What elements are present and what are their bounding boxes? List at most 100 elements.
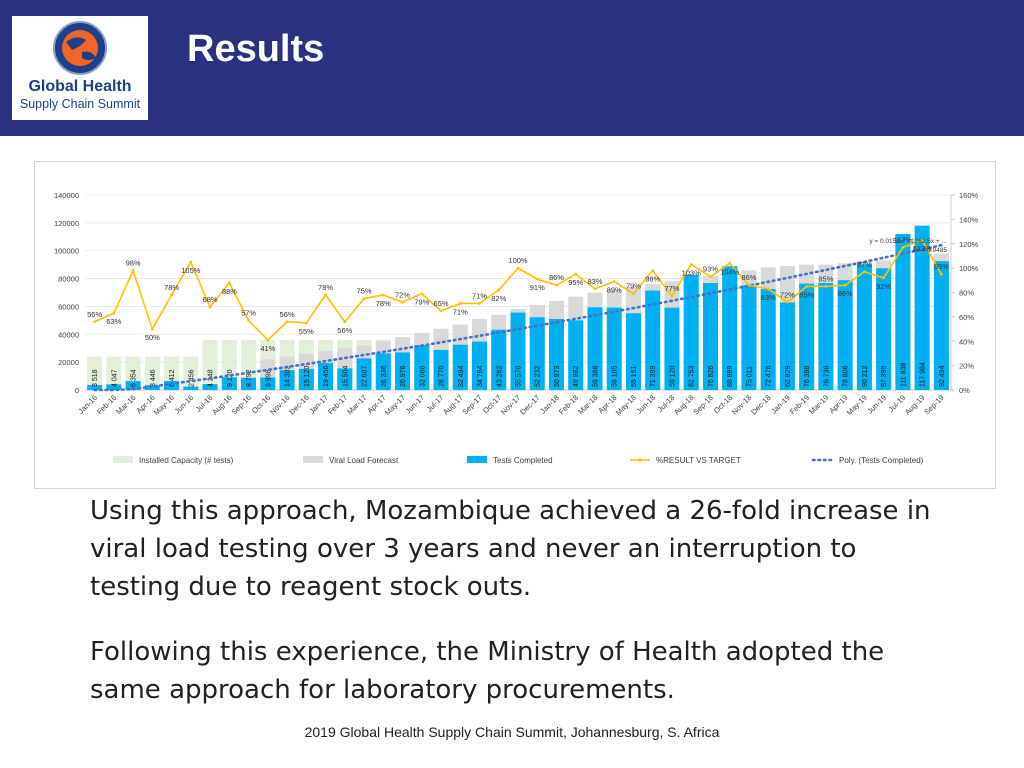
- x-axis-tick-label: Mar-16: [114, 393, 137, 416]
- percent-result-point: [266, 338, 270, 342]
- tests-completed-bar: [279, 370, 295, 390]
- tests-data-label: 76 736: [823, 365, 830, 387]
- x-axis-tick-label: Sep-17: [460, 393, 483, 416]
- percent-data-label: 78%: [376, 299, 391, 308]
- capacity-bar: [144, 356, 160, 390]
- percent-result-point: [343, 320, 347, 324]
- tests-completed-bar: [837, 280, 853, 390]
- percent-data-label: 82%: [491, 294, 506, 303]
- percent-result-point: [170, 293, 174, 297]
- tests-data-label: 49 982: [573, 365, 580, 387]
- percent-data-label: 86%: [741, 273, 756, 282]
- percent-result-point: [747, 283, 751, 287]
- tests-data-label: 3 446: [150, 369, 157, 387]
- right-axis-tick-label: 160%: [959, 191, 979, 200]
- percent-data-label: 57%: [241, 309, 256, 318]
- footer-text: 2019 Global Health Supply Chain Summit, …: [304, 724, 720, 740]
- tests-data-label: 4 047: [111, 369, 118, 387]
- tests-data-label: 72 478: [766, 365, 773, 387]
- percent-result-point: [651, 269, 655, 272]
- percent-data-label: 50%: [145, 333, 160, 342]
- tests-data-label: 19 456: [323, 365, 330, 387]
- tests-data-label: 32 088: [419, 365, 426, 387]
- left-axis-tick-label: 140000: [54, 191, 79, 200]
- percent-result-point: [478, 302, 481, 305]
- tests-completed-bar: [395, 352, 411, 390]
- page-title: Results: [187, 28, 325, 70]
- percent-result-point: [362, 297, 366, 300]
- combo-chart: 0 20000 40000 60000 80000 100000 120000 140000 0…: [54, 191, 979, 465]
- percent-result-point: [728, 261, 732, 265]
- tests-data-label: 76 398: [804, 365, 811, 387]
- tests-completed-bar: [529, 317, 545, 390]
- percent-data-label: 85%: [799, 290, 814, 299]
- tests-completed-bar: [664, 307, 680, 390]
- x-axis-tick-label: Feb-16: [95, 393, 118, 416]
- percent-result-point: [227, 281, 231, 285]
- left-axis-tick-label: 120000: [54, 219, 79, 228]
- percent-result-point: [593, 287, 597, 291]
- x-axis-tick-label: Sep-16: [230, 393, 253, 416]
- tests-data-label: 8 998: [265, 369, 272, 387]
- x-axis-tick-label: Nov-17: [499, 393, 522, 416]
- tests-data-label: 117 984: [920, 362, 927, 387]
- x-axis-tick-label: Mar-17: [345, 393, 368, 416]
- tests-data-label: 92 494: [939, 365, 946, 387]
- percent-result-point: [285, 320, 289, 324]
- percent-data-label: 105%: [181, 266, 201, 275]
- tests-data-label: 55 570: [516, 365, 523, 387]
- tests-data-label: 90 212: [862, 365, 869, 387]
- percent-result-point: [516, 266, 520, 270]
- x-axis-tick-label: May-19: [845, 393, 869, 417]
- left-axis-tick-label: 80000: [58, 275, 79, 284]
- tests-data-label: 9 120: [227, 369, 234, 387]
- summit-logo: Global Health Supply Chain Summit: [12, 16, 148, 120]
- tests-data-label: 3 518: [92, 369, 99, 387]
- tests-completed-bar: [645, 290, 661, 390]
- tests-data-label: 26 336: [381, 365, 388, 387]
- percent-data-label: 72%: [395, 290, 410, 299]
- tests-completed-bar: [337, 368, 353, 390]
- tests-data-label: 59 120: [669, 365, 676, 387]
- tests-completed-bar: [799, 283, 815, 390]
- x-axis-tick-label: May-17: [383, 393, 407, 417]
- tests-data-label: 59 388: [592, 365, 599, 387]
- tests-completed-bar: [548, 319, 564, 390]
- tests-data-label: 87 395: [881, 365, 888, 387]
- percent-result-point: [709, 275, 712, 279]
- percent-data-label: 79%: [414, 298, 429, 307]
- percent-data-label: 71%: [472, 291, 487, 300]
- legend-label: Poly. (Tests Completed): [839, 456, 924, 465]
- right-axis-tick-label: 60%: [959, 313, 974, 322]
- tests-data-label: 52 232: [535, 365, 542, 387]
- percent-result-point: [843, 283, 847, 287]
- percent-result-point: [420, 292, 424, 296]
- percent-data-label: 95%: [934, 262, 949, 271]
- right-axis-tick-label: 140%: [959, 215, 979, 224]
- percent-result-point: [497, 288, 501, 292]
- tests-data-label: 50 973: [554, 365, 561, 387]
- tests-data-label: 43 262: [496, 365, 503, 387]
- percent-result-point: [612, 280, 616, 283]
- percent-result-point: [574, 272, 578, 276]
- percent-data-label: 123%: [913, 244, 933, 253]
- tests-completed-bar: [760, 289, 776, 390]
- percent-result-point: [689, 263, 693, 266]
- tests-completed-bar: [895, 234, 911, 390]
- x-axis-tick-label: Nov-16: [268, 393, 291, 416]
- percent-result-point: [766, 287, 770, 291]
- tests-data-label: 32 494: [458, 365, 465, 387]
- tests-completed-bar: [298, 368, 314, 390]
- percent-data-label: 98%: [126, 259, 141, 268]
- tests-completed-bar: [568, 320, 584, 390]
- percent-result-point: [208, 305, 212, 309]
- x-axis-tick-label: Mar-19: [807, 393, 830, 416]
- x-axis-tick-label: Feb-18: [557, 393, 580, 416]
- tests-completed-bar: [683, 274, 699, 390]
- percent-data-label: 104%: [720, 267, 740, 276]
- tests-data-label: 22 687: [362, 365, 369, 387]
- trend-line: [93, 243, 943, 392]
- capacity-bar: [106, 356, 122, 390]
- tests-completed-bar: [722, 266, 738, 390]
- x-axis-tick-label: Aug-16: [210, 393, 233, 416]
